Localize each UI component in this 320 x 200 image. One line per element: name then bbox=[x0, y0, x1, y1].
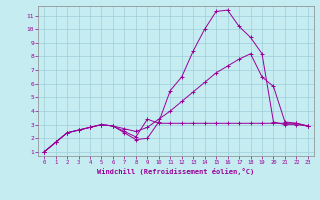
X-axis label: Windchill (Refroidissement éolien,°C): Windchill (Refroidissement éolien,°C) bbox=[97, 168, 255, 175]
